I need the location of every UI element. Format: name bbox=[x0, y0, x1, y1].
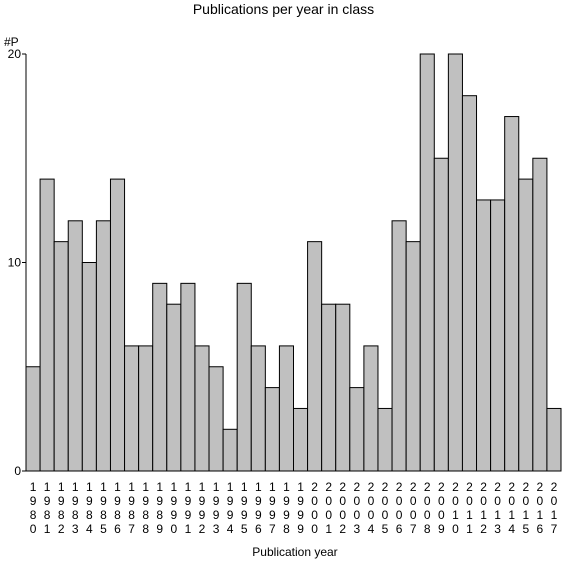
bar-2015 bbox=[518, 178, 534, 472]
bar-1985 bbox=[95, 220, 111, 472]
bar-2012 bbox=[476, 199, 492, 472]
bar-1982 bbox=[53, 241, 69, 472]
bar-1990 bbox=[166, 303, 182, 472]
bar-2000 bbox=[307, 241, 323, 472]
chart-title: Publications per year in class bbox=[193, 1, 374, 17]
bar-2011 bbox=[461, 95, 478, 472]
bar-1986 bbox=[109, 178, 126, 472]
bar-1991 bbox=[180, 282, 196, 472]
bar-2004 bbox=[363, 345, 379, 472]
bar-1998 bbox=[278, 345, 294, 472]
x-axis-tick-labels: 1 9 8 0 1 9 8 1 1 9 8 2 1 9 8 3 1 9 8 4 1 9 8 5 1 9 8 6 1 9 8 7 1 9 8 8 1 9 8 9… bbox=[30, 480, 558, 536]
bar-1996 bbox=[250, 345, 266, 472]
bar-1993 bbox=[208, 366, 224, 472]
bar-2014 bbox=[504, 116, 520, 472]
bar-2007 bbox=[405, 241, 421, 472]
bar-2010 bbox=[447, 53, 463, 472]
bar-2008 bbox=[419, 53, 435, 472]
bar-1988 bbox=[138, 345, 154, 472]
bar-1987 bbox=[124, 345, 140, 472]
y-tick-label-0: 0 bbox=[14, 464, 21, 478]
bar-2006 bbox=[391, 220, 407, 472]
bar-1984 bbox=[81, 262, 97, 472]
bar-1983 bbox=[67, 220, 83, 472]
x-axis-label: Publication year bbox=[252, 545, 337, 559]
bar-1981 bbox=[39, 178, 55, 472]
bar-2003 bbox=[349, 387, 365, 472]
bar-2016 bbox=[532, 157, 548, 472]
bar-2001 bbox=[321, 303, 337, 472]
bar-2002 bbox=[335, 303, 351, 472]
bar-1994 bbox=[222, 428, 238, 472]
bar-1992 bbox=[194, 345, 210, 472]
bar-1995 bbox=[236, 282, 252, 472]
y-axis-ticks: 0 10 20 bbox=[8, 47, 26, 478]
bars-group bbox=[25, 53, 562, 472]
bar-1997 bbox=[264, 387, 280, 472]
y-tick-label-20: 20 bbox=[8, 47, 22, 61]
y-tick-label-10: 10 bbox=[8, 256, 22, 270]
bar-1999 bbox=[293, 407, 309, 472]
bar-1980 bbox=[25, 366, 41, 472]
bar-2005 bbox=[377, 407, 393, 472]
bar-2017 bbox=[546, 407, 562, 472]
bar-2013 bbox=[490, 199, 506, 472]
bar-1989 bbox=[152, 282, 168, 472]
y-axis-label: #P bbox=[4, 35, 19, 49]
bar-2009 bbox=[433, 157, 449, 472]
